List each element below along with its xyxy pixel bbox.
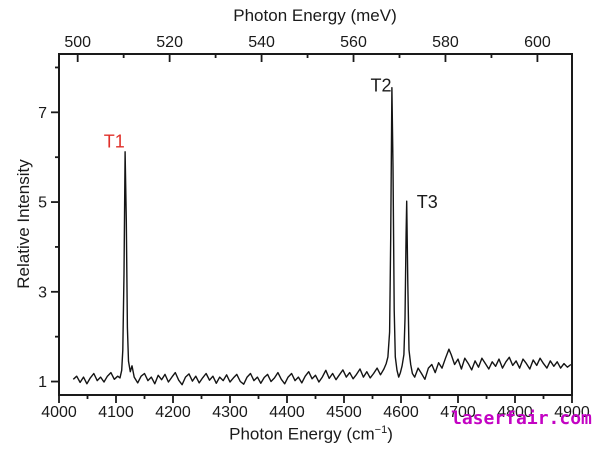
bottom-tick-label: 4400 [269,404,305,421]
bottom-tick-label: 4600 [383,404,419,421]
peak-labels: T1 T2 T3 [104,75,438,212]
y-axis-title: Relative Intensity [14,159,33,289]
watermark: laserfair.com [451,408,592,429]
left-tick-label: 7 [38,105,47,122]
bottom-tick-label: 4300 [212,404,248,421]
top-tick-label: 500 [64,34,91,51]
bottom-tick-label: 4200 [155,404,191,421]
bottom-tick-label: 4800 [497,404,533,421]
axis-ticks [51,54,573,403]
top-tick-label: 520 [156,34,183,51]
bottom-tick-label: 4100 [98,404,134,421]
bottom-axis-title-sup: −1 [374,424,388,436]
plot-frame [58,53,573,396]
top-tick-label: 560 [340,34,367,51]
bottom-tick-label: 4000 [41,404,77,421]
peak-label-T1: T1 [104,131,125,151]
top-tick-label: 580 [432,34,459,51]
bottom-tick-label: 4700 [440,404,476,421]
top-tick-label: 540 [248,34,275,51]
frame-rect [58,53,573,396]
top-tick-label: 600 [524,34,551,51]
left-tick-label: 1 [38,374,47,391]
bottom-tick-label: 4500 [326,404,362,421]
tick-labels: 4000 4100 4200 4300 4400 4500 4600 4700 4800 4900… [38,34,590,421]
peak-label-T3: T3 [417,192,438,212]
bottom-tick-label: 4900 [554,404,590,421]
left-tick-label: 3 [38,284,47,301]
spectrum-polyline [72,86,572,386]
top-axis-title: Photon Energy (meV) [233,6,397,25]
spectrum-curve [72,86,572,386]
bottom-axis-title: Photon Energy (cm−1) [30,424,592,445]
left-tick-label: 5 [38,195,47,212]
bottom-axis-title-close: ) [387,424,393,444]
peak-label-T2: T2 [371,75,392,95]
bottom-axis-title-text: Photon Energy (cm [229,424,375,444]
